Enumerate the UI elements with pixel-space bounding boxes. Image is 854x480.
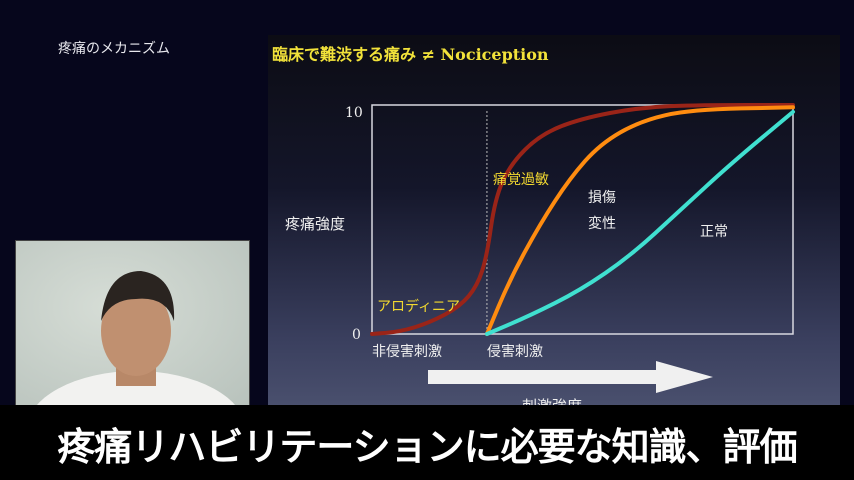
series-line-2 [484,109,795,336]
label-normal: 正常 [700,224,728,240]
speaker-figure [35,271,237,407]
label-hyperalgesia: 痛覚過敏 [493,172,549,188]
slide-title: 臨床で難渋する痛み ≠ Nociception [272,45,549,64]
x-label-non-noxious: 非侵害刺激 [372,344,442,360]
x-label-noxious: 侵害刺激 [487,344,543,360]
slide: 臨床で難渋する痛み ≠ Nociception 10 0 疼痛強度 非侵害刺激 … [268,35,840,415]
label-allodynia: アロディニア [377,299,461,315]
section-title: 疼痛のメカニズム [58,41,170,57]
y-tick-0: 0 [352,327,361,343]
speaker-video [15,240,250,408]
pain-intensity-chart [370,103,795,393]
caption-text: 疼痛リハビリテーションに必要な知識、評価 [57,425,797,469]
series-line-0 [370,103,795,336]
y-axis-label: 疼痛強度 [285,215,346,233]
series-line-1 [484,105,795,336]
label-degeneration: 変性 [588,216,616,232]
plot-frame [371,104,794,335]
x-arrow-shaft [428,370,658,384]
caption-bar [0,405,854,480]
y-tick-10: 10 [345,105,363,121]
x-arrow-head [656,361,713,393]
label-damage: 損傷 [588,190,616,206]
